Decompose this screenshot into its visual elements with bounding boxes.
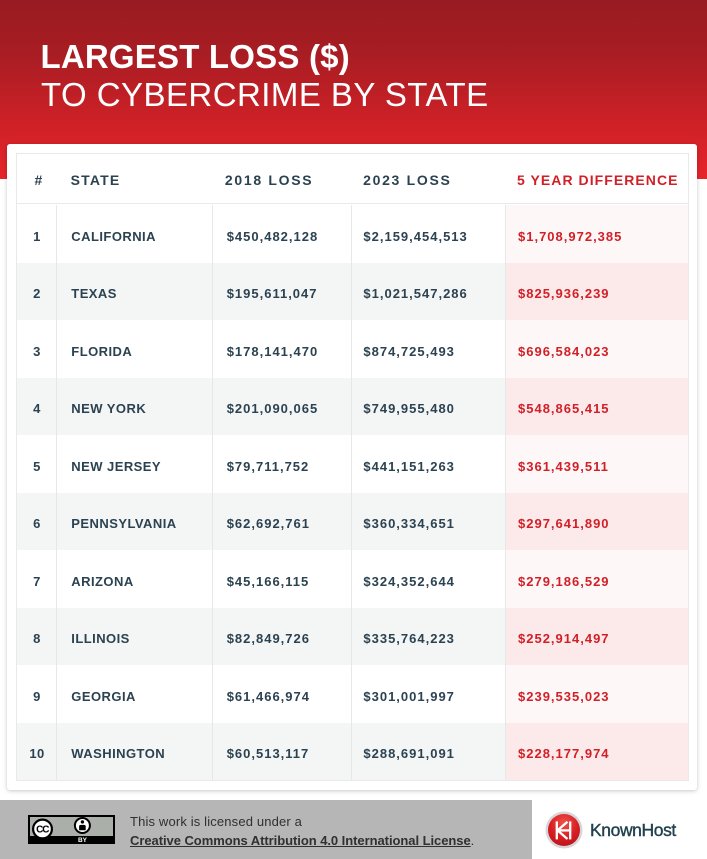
- svg-text:CC: CC: [36, 824, 49, 835]
- svg-text:BY: BY: [78, 837, 88, 844]
